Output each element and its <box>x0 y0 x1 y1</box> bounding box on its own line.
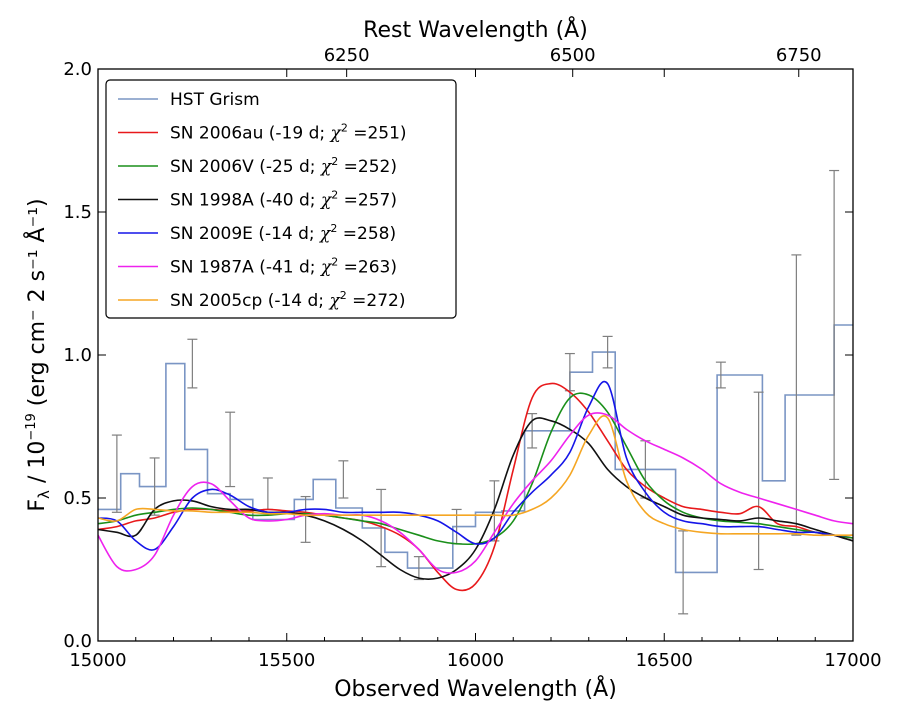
error-bar <box>338 460 349 499</box>
legend-label: SN 2006au (-19 d; χ2 =251) <box>170 122 407 144</box>
legend-label: HST Grism <box>170 90 260 110</box>
legend-box <box>105 79 457 319</box>
y-tick-label: 1.0 <box>63 345 92 366</box>
y-axis-title-rest: / 10 <box>25 441 50 490</box>
legend-label: SN 1998A (-40 d; χ2 =257) <box>170 189 397 211</box>
y-axis-title-units: (erg cm⁻ 2 s⁻¹ Å⁻¹) <box>23 198 50 413</box>
y-tick-label: 0.0 <box>63 631 92 652</box>
legend-entry: SN 2005cp (-14 d; χ2 =272) <box>118 289 406 311</box>
legend-label: SN 2005cp (-14 d; χ2 =272) <box>170 289 406 311</box>
legend-entry: SN 1987A (-41 d; χ2 =263) <box>118 256 397 278</box>
legend-label: SN 2006V (-25 d; χ2 =252) <box>170 155 397 177</box>
y-axis-title-exp: −19 <box>24 413 39 440</box>
y-axis-title-sub: λ <box>35 490 53 499</box>
legend-entry: SN 2006au (-19 d; χ2 =251) <box>118 122 407 144</box>
error-bar <box>753 391 764 571</box>
legend-entry: SN 2009E (-14 d; χ2 =258) <box>118 222 396 244</box>
error-bar <box>111 434 122 513</box>
series-line-hst-grism <box>98 324 853 574</box>
y-tick-label: 2.0 <box>63 59 92 80</box>
y-tick-label: 0.5 <box>63 488 92 509</box>
series-line-sn-1987a <box>98 412 853 574</box>
error-bar <box>527 413 538 449</box>
plot-area <box>98 169 853 615</box>
top-axis-title: Rest Wavelength (Å) <box>363 16 588 43</box>
legend-entry: SN 2006V (-25 d; χ2 =252) <box>118 155 397 177</box>
x-tick-label: 15000 <box>69 650 126 671</box>
legend-entry: SN 1998A (-40 d; χ2 =257) <box>118 189 397 211</box>
x-tick-label: 17000 <box>824 650 881 671</box>
top-tick-label: 6500 <box>550 45 596 66</box>
error-bar <box>149 457 160 516</box>
x-tick-label: 16000 <box>447 650 504 671</box>
error-bar <box>376 488 387 568</box>
x-tick-label: 15500 <box>258 650 315 671</box>
series-line-sn-2006au <box>98 382 853 592</box>
series-line-sn-2005cp <box>98 415 853 537</box>
error-bar <box>564 352 575 392</box>
legend-label: SN 1987A (-41 d; χ2 =263) <box>170 256 397 278</box>
x-axis-title: Observed Wavelength (Å) <box>334 675 617 702</box>
error-bar <box>187 338 198 389</box>
series-line-sn-1998a <box>98 417 853 580</box>
error-bar <box>300 495 311 543</box>
legend-label: SN 2009E (-14 d; χ2 =258) <box>170 222 396 244</box>
series-line-sn-2009e <box>98 380 853 551</box>
y-tick-label: 1.5 <box>63 202 92 223</box>
y-axis-title: Fλ / 10−19 (erg cm⁻ 2 s⁻¹ Å⁻¹) <box>23 198 53 511</box>
error-bar <box>791 254 802 536</box>
top-tick-label: 6750 <box>776 45 822 66</box>
error-bar <box>602 335 613 369</box>
error-bar <box>715 361 726 389</box>
legend-entry: HST Grism <box>118 90 260 110</box>
top-tick-label: 6250 <box>324 45 370 66</box>
error-bar <box>225 411 236 488</box>
error-bar <box>829 169 840 481</box>
x-tick-label: 16500 <box>636 650 693 671</box>
y-axis-title-main: F <box>25 499 50 512</box>
